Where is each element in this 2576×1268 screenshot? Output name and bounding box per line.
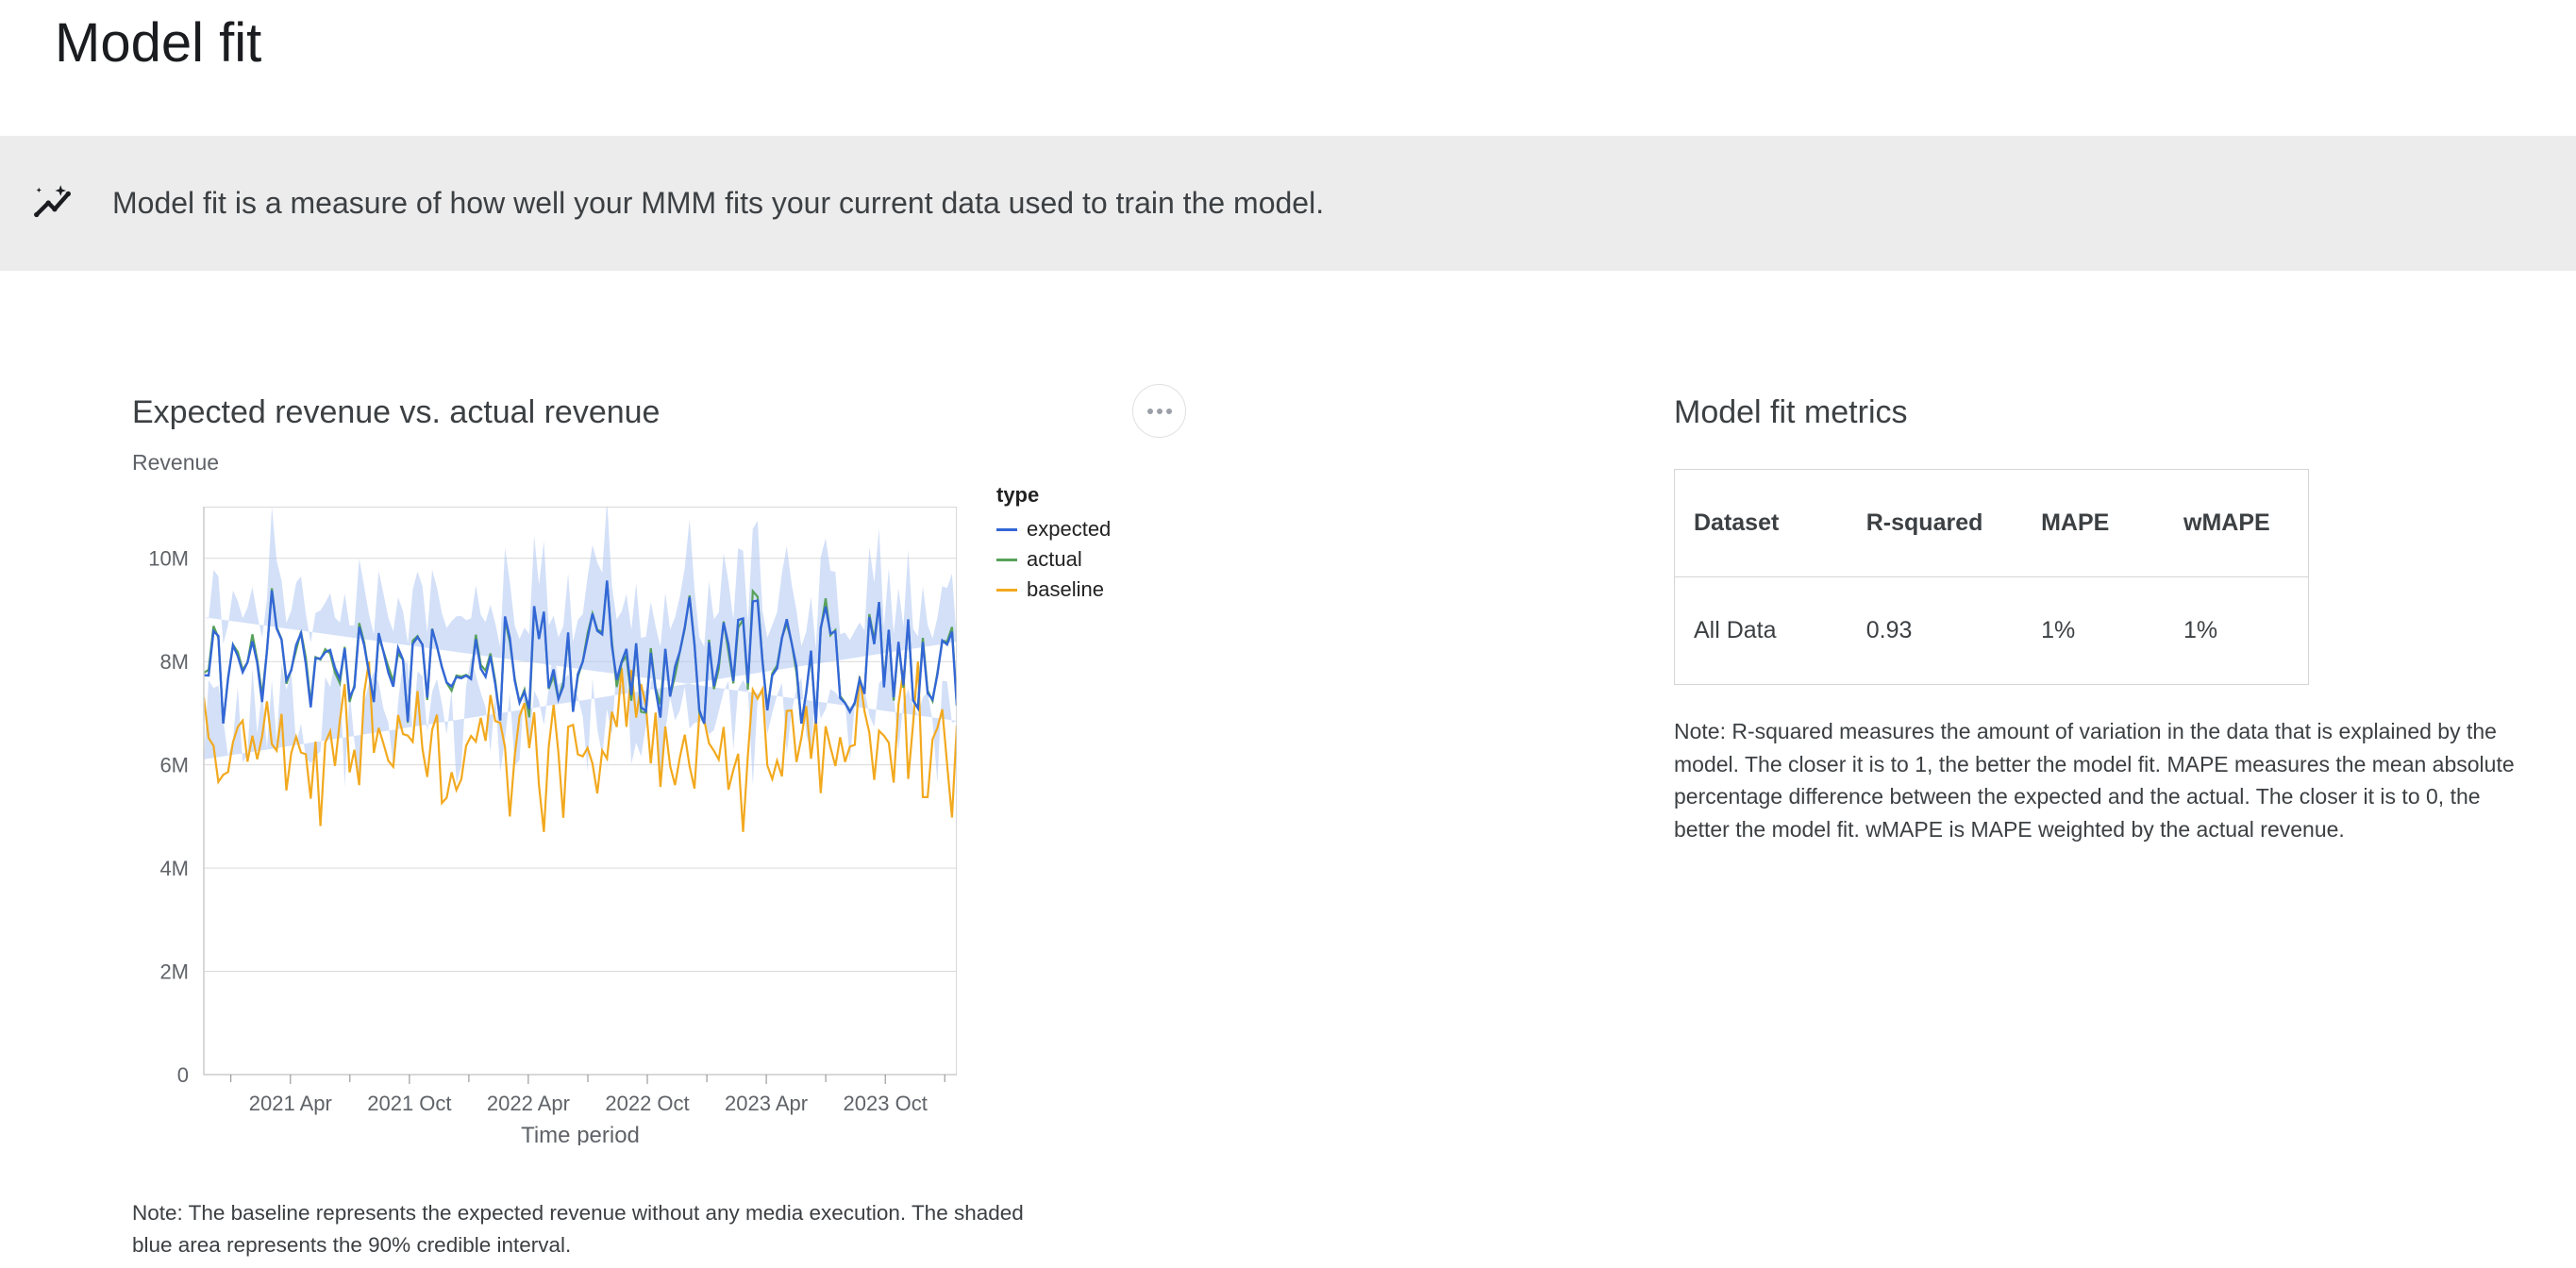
svg-text:2M: 2M [159,960,189,984]
svg-text:2023 Oct: 2023 Oct [844,1092,928,1115]
svg-text:2023 Apr: 2023 Apr [725,1092,808,1115]
svg-text:Time period: Time period [521,1123,640,1145]
svg-text:8M: 8M [159,650,189,674]
svg-text:10M: 10M [148,547,189,571]
svg-text:2021 Oct: 2021 Oct [367,1092,451,1115]
svg-text:2022 Oct: 2022 Oct [605,1092,689,1115]
svg-text:2021 Apr: 2021 Apr [249,1092,332,1115]
svg-text:2022 Apr: 2022 Apr [487,1092,570,1115]
svg-text:6M: 6M [159,754,189,777]
svg-text:4M: 4M [159,857,189,880]
svg-text:0: 0 [177,1063,189,1087]
